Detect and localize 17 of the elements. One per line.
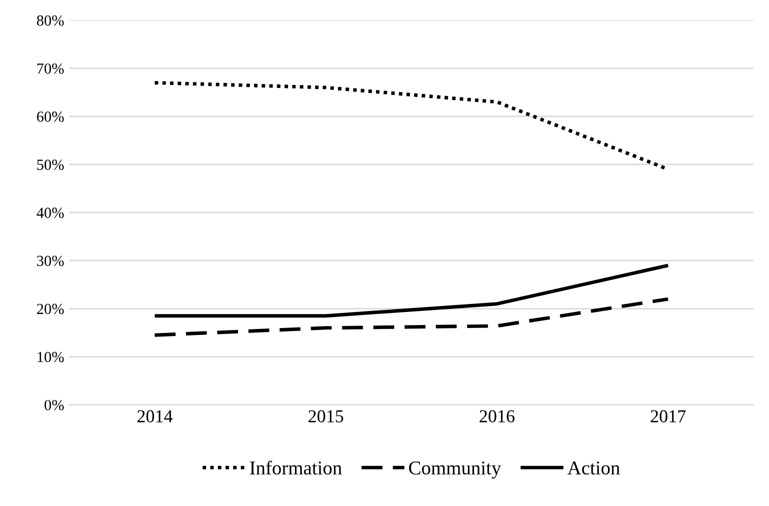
- x-tick-label: 2014: [138, 410, 173, 422]
- y-tick-label: 70%: [37, 63, 64, 74]
- y-tick-label: 0%: [44, 400, 64, 410]
- legend-label: Community: [409, 461, 502, 479]
- x-tick-label: 2016: [480, 410, 514, 422]
- y-tick-label: 10%: [38, 352, 64, 362]
- y-tick-label: 50%: [37, 160, 64, 170]
- line-series: [153, 297, 670, 337]
- x-tick-label: 2017: [650, 410, 686, 422]
- legend-label: Action: [567, 461, 620, 475]
- y-tick-label: 60%: [37, 112, 64, 122]
- x-tick-label: 2015: [308, 410, 344, 422]
- y-tick-label: 30%: [37, 256, 64, 266]
- y-tick-label: 40%: [36, 208, 64, 218]
- legend-label: Information: [250, 460, 342, 475]
- y-tick-label: 80%: [36, 15, 64, 26]
- y-tick-label: 20%: [37, 304, 64, 314]
